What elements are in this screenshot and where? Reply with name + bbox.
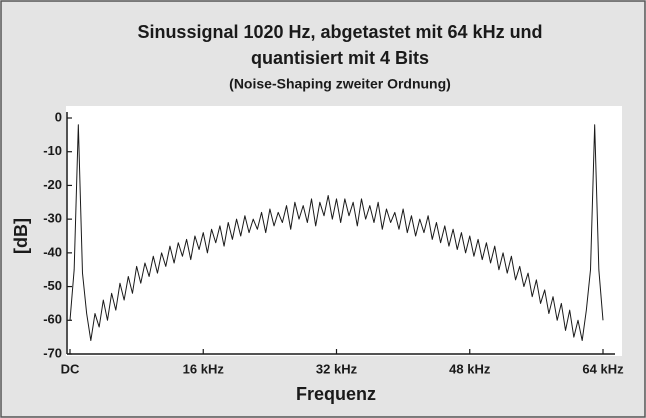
plot-area bbox=[66, 106, 622, 356]
chart-subtitle: (Noise-Shaping zweiter Ordnung) bbox=[229, 76, 451, 92]
y-tick-label: -20 bbox=[43, 177, 62, 192]
y-tick-label: -60 bbox=[43, 312, 62, 327]
x-tick-label: DC bbox=[61, 361, 80, 376]
chart-title: Sinussignal 1020 Hz, abgetastet mit 64 k… bbox=[137, 22, 542, 42]
chart-title: quantisiert mit 4 Bits bbox=[251, 48, 429, 68]
x-axis-label: Frequenz bbox=[296, 384, 376, 404]
x-tick-label: 32 kHz bbox=[316, 361, 358, 376]
y-tick-label: 0 bbox=[55, 109, 62, 124]
x-tick-label: 48 kHz bbox=[449, 361, 491, 376]
spectrum-line bbox=[69, 124, 604, 342]
y-axis-label: [dB] bbox=[11, 218, 31, 254]
y-tick-label: -70 bbox=[43, 345, 62, 360]
y-tick-label: -30 bbox=[43, 211, 62, 226]
x-tick-label: 64 kHz bbox=[582, 361, 624, 376]
y-tick-label: -50 bbox=[43, 278, 62, 293]
y-tick-label: -40 bbox=[43, 244, 62, 259]
x-tick-label: 16 kHz bbox=[183, 361, 225, 376]
y-tick-label: -10 bbox=[43, 143, 62, 158]
